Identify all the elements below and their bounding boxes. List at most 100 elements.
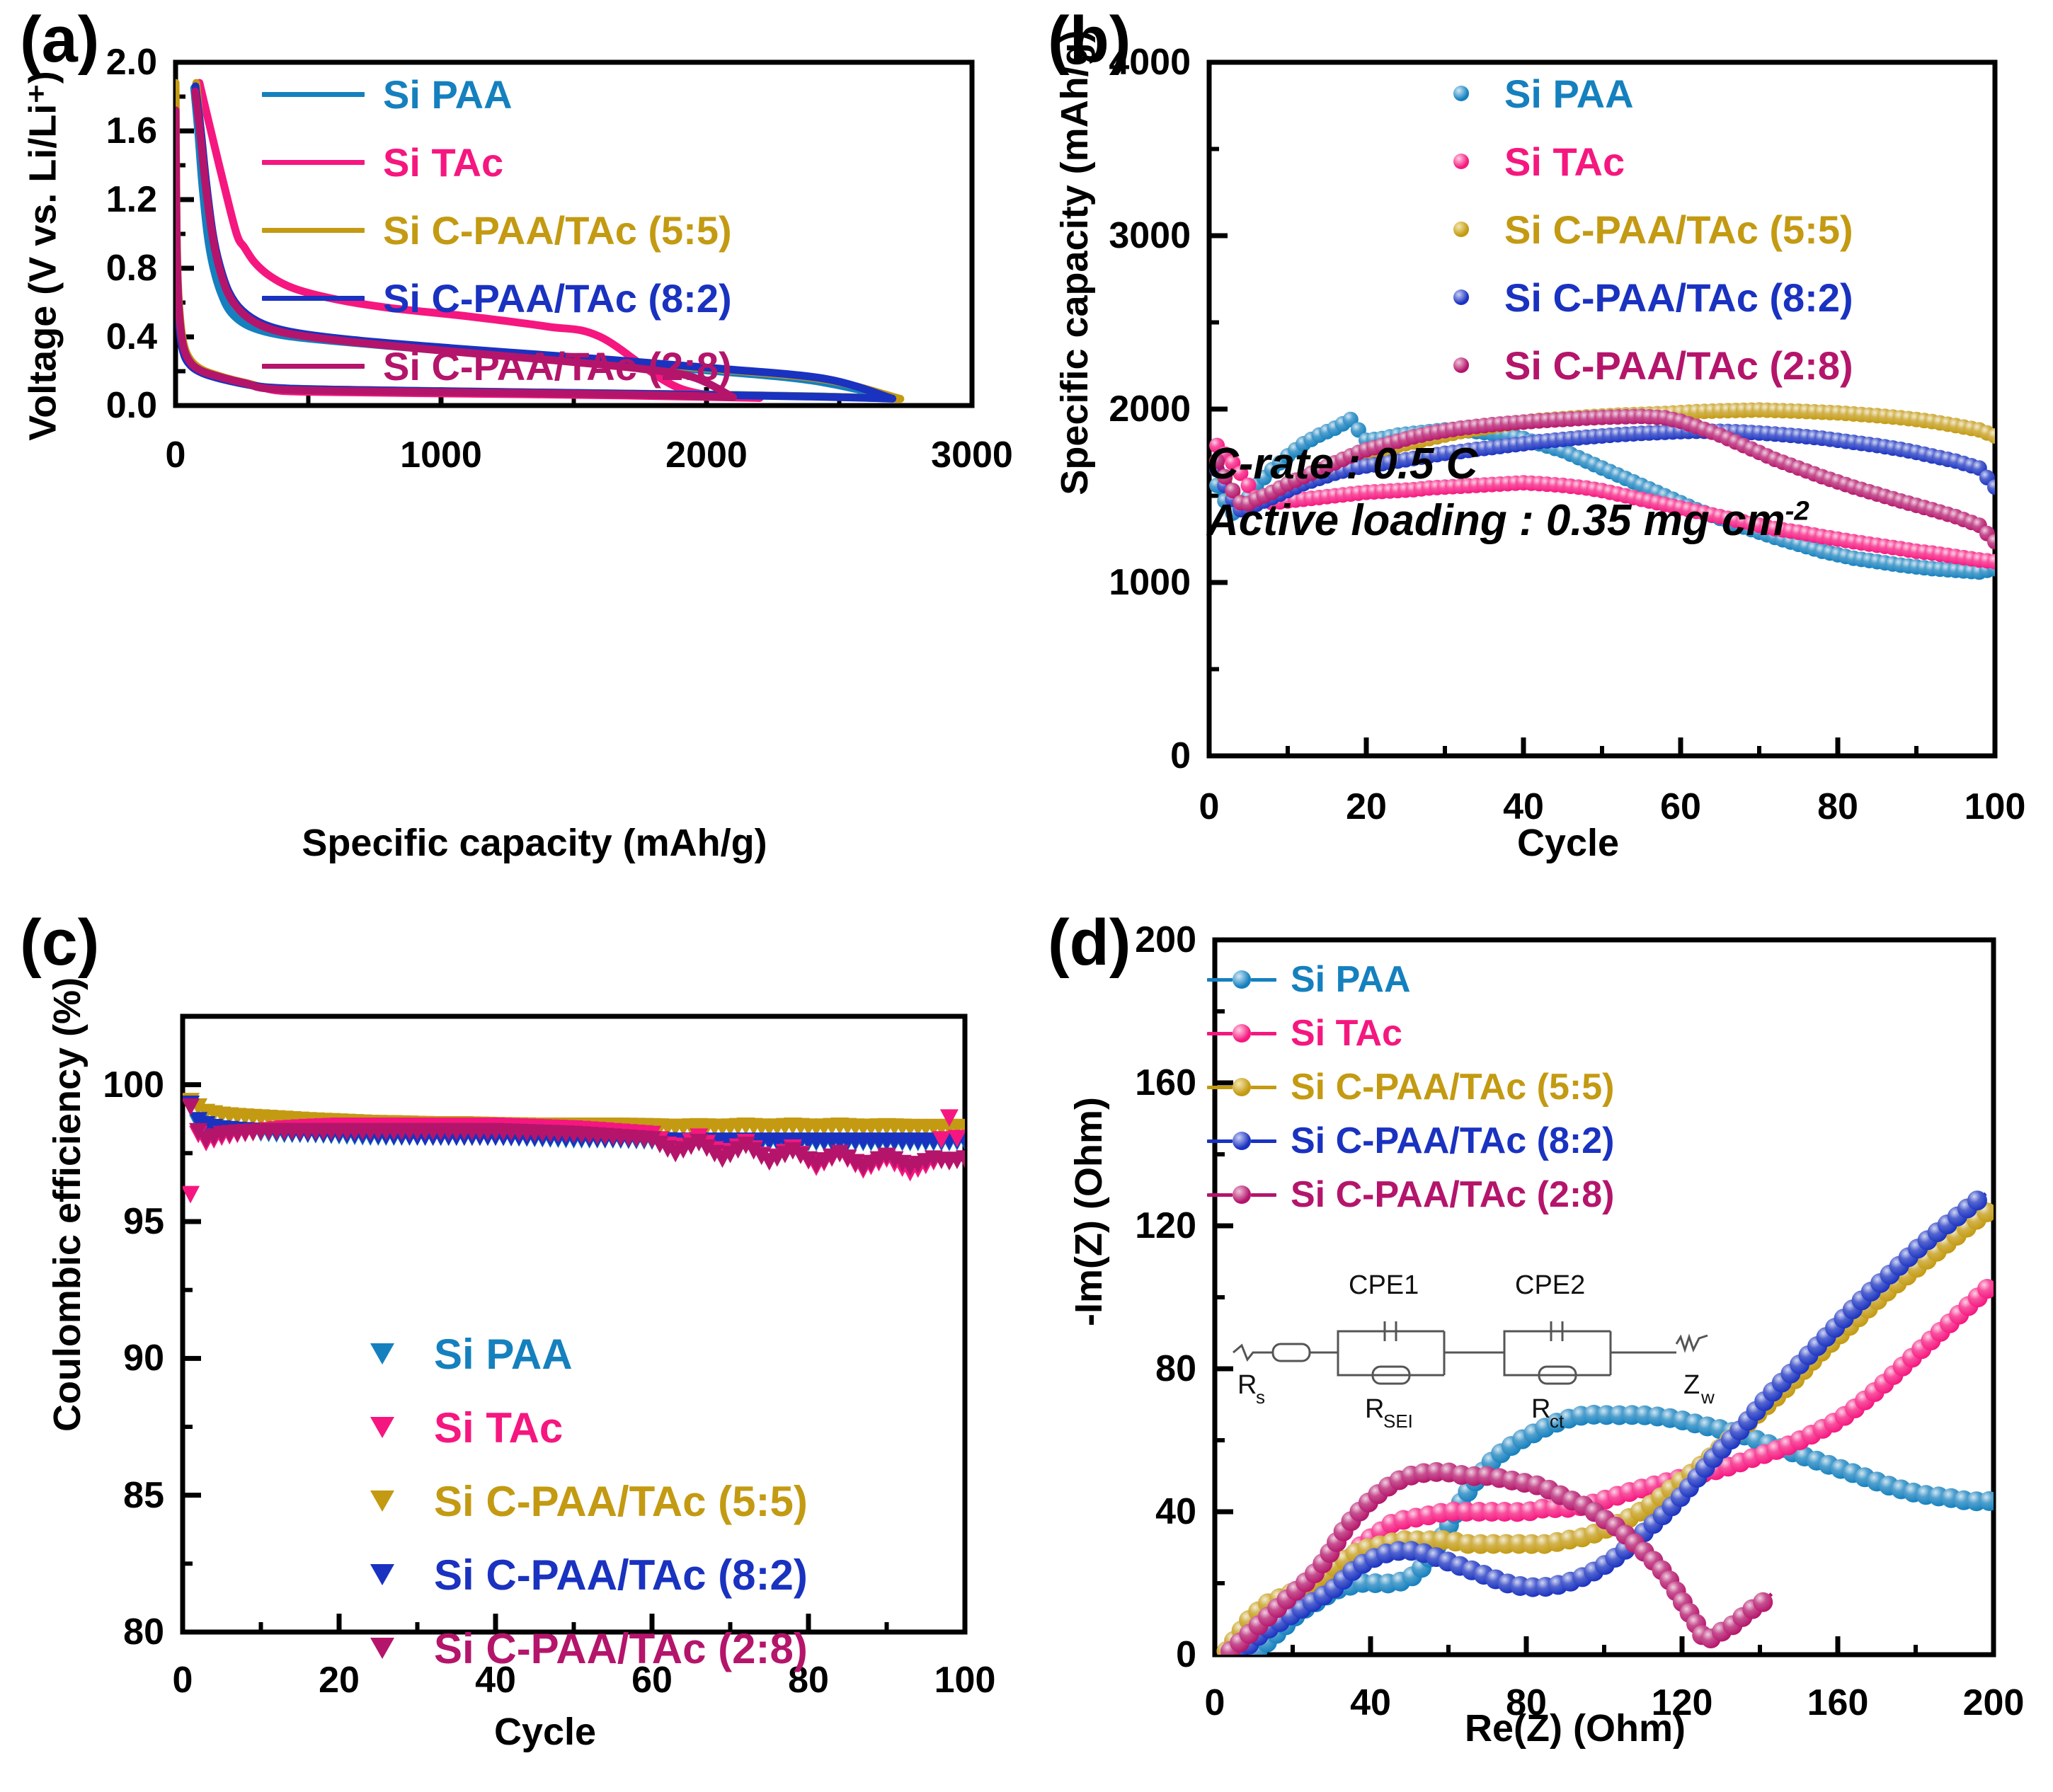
legend-marker-si-paa	[370, 1343, 394, 1365]
panel-c-ytick-100: 100	[103, 1064, 164, 1105]
panel-d-plot	[1212, 937, 1996, 1658]
panel-b-legend: Si PAA Si TAc Si C-PAA/TAc (5:5) Si C-PA…	[1441, 59, 1853, 399]
legend-item-si-tac[interactable]: Si TAc	[262, 128, 732, 196]
panel-c-xtick-60: 60	[631, 1660, 673, 1701]
legend-label-c-28: Si C-PAA/TAc (2:8)	[383, 343, 732, 389]
legend-item-si-tac[interactable]: Si TAc	[365, 1391, 808, 1464]
panel-b-x-axis-title: Cycle	[1516, 822, 1620, 864]
legend-item-c-55[interactable]: Si C-PAA/TAc (5:5)	[1441, 195, 1853, 263]
legend-item-si-paa[interactable]: Si PAA	[1441, 59, 1853, 127]
panel-b-active-loading-exponent: -2	[1785, 495, 1809, 527]
panel-a-ytick-1.6: 1.6	[105, 110, 157, 151]
inset-label-rct-sub: ct	[1550, 1411, 1565, 1432]
panel-a-ytick-1.2: 1.2	[105, 179, 157, 220]
legend-line-si-paa	[262, 91, 365, 97]
legend-item-c-55[interactable]: Si C-PAA/TAc (5:5)	[262, 196, 732, 264]
legend-item-c-82[interactable]: Si C-PAA/TAc (8:2)	[1441, 263, 1853, 331]
inset-label-cpe1-text: CPE1	[1349, 1270, 1419, 1300]
legend-label-c-82: Si C-PAA/TAc (8:2)	[1291, 1120, 1615, 1161]
panel-a: (a) Voltage (V vs. Li/Li⁺) Specific capa…	[0, 0, 1026, 896]
legend-item-c-28[interactable]: Si C-PAA/TAc (2:8)	[365, 1612, 808, 1685]
legend-item-si-tac[interactable]: Si TAc	[1207, 1006, 1614, 1060]
legend-item-si-paa[interactable]: Si PAA	[365, 1317, 808, 1391]
legend-item-c-55[interactable]: Si C-PAA/TAc (5:5)	[1207, 1060, 1614, 1114]
legend-item-c-28[interactable]: Si C-PAA/TAc (2:8)	[262, 332, 732, 400]
panel-b-tag: (b)	[1048, 4, 1131, 76]
equivalent-circuit-svg: R s CPE1 R SEI R ct Z w	[1233, 1321, 1715, 1432]
legend-line-c-82	[262, 295, 365, 301]
legend-marker-c-28	[1453, 357, 1469, 373]
legend-label-si-paa: Si PAA	[434, 1330, 573, 1378]
panel-b: (b) Specific capacity (mAh/g) Cycle 4000…	[1026, 0, 2053, 896]
panel-d-xtick-0: 0	[1204, 1682, 1225, 1723]
panel-d-xtick-200: 200	[1962, 1682, 2025, 1723]
panel-b-ytick-4000: 4000	[1109, 42, 1191, 83]
panel-a-plot	[173, 59, 975, 408]
legend-item-c-82[interactable]: Si C-PAA/TAc (8:2)	[262, 264, 732, 332]
inset-label-rs-sub: s	[1256, 1386, 1265, 1408]
panel-d-x-axis-title: Re(Z) (Ohm)	[1465, 1707, 1686, 1750]
inset-label-cpe2-text: CPE2	[1515, 1270, 1586, 1300]
legend-label-si-paa: Si PAA	[383, 71, 513, 117]
legend-label-c-28: Si C-PAA/TAc (2:8)	[1291, 1174, 1615, 1215]
panel-d-ytick-0: 0	[1176, 1634, 1196, 1675]
panel-c-xtick-20: 20	[319, 1660, 360, 1701]
panel-d-xtick-120: 120	[1651, 1682, 1713, 1723]
panel-b-plot	[1206, 59, 1998, 759]
panel-d-ytick-200: 200	[1135, 919, 1196, 960]
panel-a-xtick-2000: 2000	[665, 435, 748, 476]
panel-b-ytick-0: 0	[1170, 735, 1191, 776]
legend-item-si-paa[interactable]: Si PAA	[1207, 953, 1614, 1006]
legend-marker-c-28	[370, 1638, 394, 1659]
panel-b-annotation-active-loading: Active loading : 0.35 mg cm-2	[1207, 495, 1809, 546]
panel-a-ytick-0.4: 0.4	[105, 316, 157, 357]
legend-marker-si-tac	[370, 1417, 394, 1438]
legend-label-c-28: Si C-PAA/TAc (2:8)	[434, 1624, 808, 1672]
inset-label-rs: R	[1237, 1370, 1257, 1400]
inset-label-rsei-sub: SEI	[1383, 1411, 1413, 1432]
panel-b-xtick-80: 80	[1817, 786, 1858, 827]
legend-marker-c-28	[1207, 1185, 1291, 1204]
panel-a-x-axis-title: Specific capacity (mAh/g)	[302, 822, 767, 864]
legend-item-si-tac[interactable]: Si TAc	[1441, 127, 1853, 195]
legend-label-c-82: Si C-PAA/TAc (8:2)	[434, 1551, 808, 1599]
panel-c-plot	[180, 1013, 968, 1635]
legend-marker-c-82	[1453, 289, 1469, 305]
inset-label-rct: R	[1531, 1394, 1550, 1424]
panel-b-annotation-c-rate: C-rate : 0.5 C	[1207, 440, 1478, 488]
panel-c-ytick-80: 80	[123, 1612, 164, 1653]
legend-label-c-55: Si C-PAA/TAc (5:5)	[434, 1477, 808, 1525]
legend-label-si-tac: Si TAc	[1291, 1013, 1402, 1054]
panel-d-ytick-80: 80	[1155, 1348, 1196, 1389]
panel-c-tag: (c)	[20, 907, 100, 979]
legend-label-c-82: Si C-PAA/TAc (8:2)	[1504, 275, 1853, 320]
legend-line-si-tac	[262, 159, 365, 165]
panel-c-ytick-95: 95	[123, 1201, 164, 1242]
panel-a-ytick-2.0: 2.0	[105, 42, 157, 83]
legend-item-c-82[interactable]: Si C-PAA/TAc (8:2)	[1207, 1114, 1614, 1168]
legend-label-c-55: Si C-PAA/TAc (5:5)	[1291, 1067, 1615, 1108]
panel-d-ytick-120: 120	[1135, 1205, 1196, 1246]
legend-marker-c-55	[1207, 1078, 1291, 1096]
panel-a-legend: Si PAA Si TAc Si C-PAA/TAc (5:5) Si C-PA…	[262, 60, 732, 400]
panel-c-xtick-0: 0	[172, 1660, 193, 1701]
legend-label-si-paa: Si PAA	[1291, 959, 1411, 1000]
panel-c-xtick-80: 80	[788, 1660, 829, 1701]
panel-b-ytick-2000: 2000	[1109, 389, 1191, 430]
panel-d-xtick-80: 80	[1506, 1682, 1547, 1723]
legend-item-c-28[interactable]: Si C-PAA/TAc (2:8)	[1207, 1168, 1614, 1222]
panel-b-xtick-60: 60	[1660, 786, 1701, 827]
legend-item-c-28[interactable]: Si C-PAA/TAc (2:8)	[1441, 331, 1853, 399]
legend-item-c-82[interactable]: Si C-PAA/TAc (8:2)	[365, 1538, 808, 1612]
legend-marker-si-tac	[1453, 154, 1469, 169]
panel-c-xtick-100: 100	[934, 1660, 996, 1701]
panel-b-xtick-20: 20	[1346, 786, 1387, 827]
legend-item-si-paa[interactable]: Si PAA	[262, 60, 732, 128]
legend-label-si-paa: Si PAA	[1504, 71, 1634, 116]
panel-b-xtick-0: 0	[1199, 786, 1220, 827]
legend-label-c-55: Si C-PAA/TAc (5:5)	[383, 207, 732, 253]
legend-item-c-55[interactable]: Si C-PAA/TAc (5:5)	[365, 1464, 808, 1538]
panel-c-legend: Si PAA Si TAc Si C-PAA/TAc (5:5) Si C-PA…	[365, 1317, 808, 1685]
panel-b-xtick-40: 40	[1503, 786, 1544, 827]
panel-c-xtick-40: 40	[475, 1660, 516, 1701]
